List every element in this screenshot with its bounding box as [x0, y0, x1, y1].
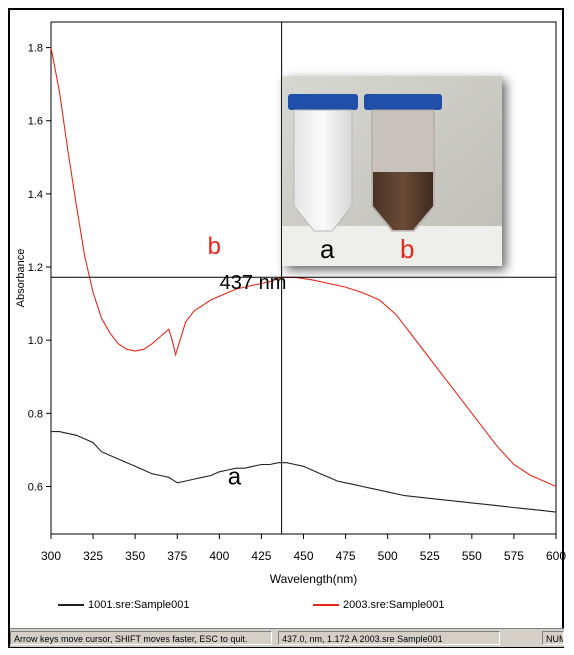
x-tick-label: 300: [41, 549, 61, 563]
legend-item-2003: 2003.sre:Sample001: [313, 597, 445, 613]
x-tick-label: 500: [378, 549, 398, 563]
sample-tubes-photo: [282, 76, 502, 266]
x-tick-label: 600: [546, 549, 566, 563]
x-axis-label: Wavelength(nm): [270, 572, 358, 586]
x-tick-label: 525: [420, 549, 440, 563]
x-tick-label: 475: [336, 549, 356, 563]
x-tick-label: 450: [293, 549, 313, 563]
x-tick-label: 550: [462, 549, 482, 563]
y-tick-label: 1.6: [28, 116, 43, 128]
y-tick-label: 0.8: [28, 408, 43, 420]
legend-item-1001: 1001.sre:Sample001: [58, 597, 190, 613]
photo-table-surface: [282, 226, 502, 266]
legend-swatch: [313, 604, 339, 606]
x-tick-label: 575: [504, 549, 524, 563]
y-tick-label: 0.6: [28, 481, 43, 493]
tube-b-label: b: [400, 234, 415, 264]
x-tick-label: 350: [125, 549, 145, 563]
status-cursor-readout: 437.0, nm, 1.172 A 2003.sre Sample001: [278, 631, 500, 645]
tube-b: [364, 94, 442, 232]
y-tick-label: 1.0: [28, 335, 43, 347]
y-tick-label: 1.2: [28, 262, 43, 274]
tube-a-label: a: [320, 234, 335, 264]
x-tick-label: 425: [251, 549, 271, 563]
annotation-peak-wavelength: 437 nm: [220, 272, 287, 294]
status-bar: Arrow keys move cursor, SHIFT moves fast…: [10, 628, 564, 647]
legend-label: 1001.sre:Sample001: [88, 599, 190, 611]
x-tick-label: 325: [83, 549, 103, 563]
legend-label: 2003.sre:Sample001: [343, 599, 445, 611]
y-tick-label: 1.4: [28, 189, 43, 201]
legend-swatch: [58, 604, 84, 606]
series-line-b: [50, 47, 557, 488]
status-hint: Arrow keys move cursor, SHIFT moves fast…: [10, 631, 272, 645]
sample-photo-inset: a b: [282, 76, 502, 266]
x-tick-label: 375: [167, 549, 187, 563]
x-tick-label: 400: [209, 549, 229, 563]
annotation-series-label: a: [228, 464, 242, 491]
tube-a: [288, 94, 358, 232]
y-axis-label: Absorbance: [15, 249, 27, 308]
status-num-indicator: NUM: [542, 631, 564, 645]
y-tick-label: 1.8: [28, 43, 43, 55]
annotation-series-label: b: [208, 233, 221, 260]
series-line-a: [51, 431, 557, 513]
